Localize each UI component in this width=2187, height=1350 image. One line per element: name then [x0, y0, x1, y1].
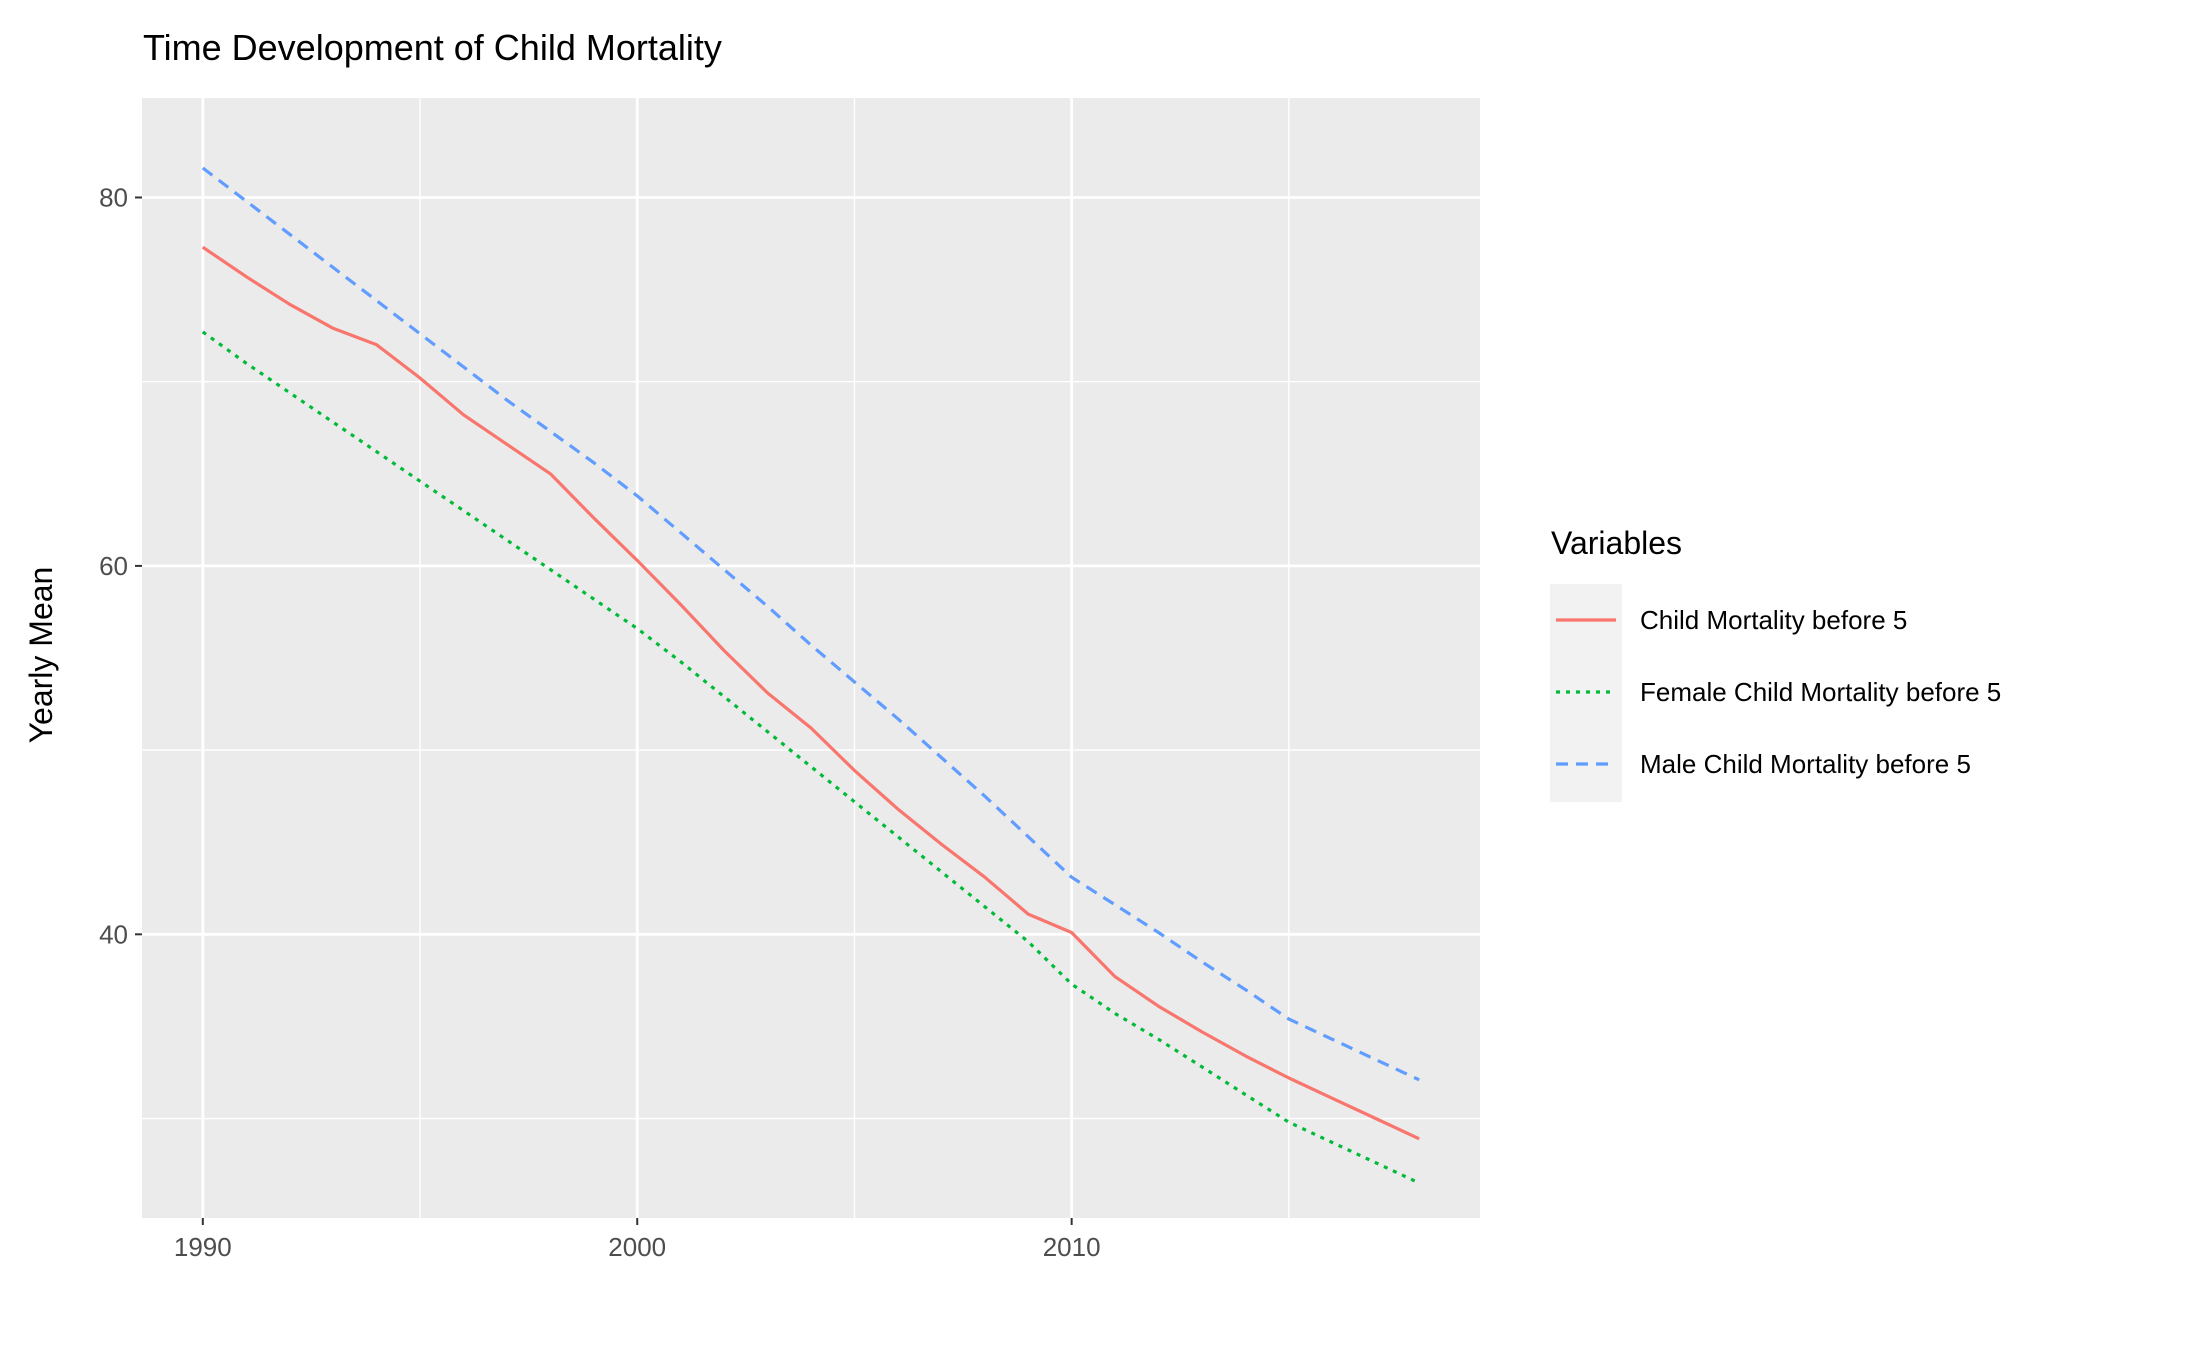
legend-label: Male Child Mortality before 5	[1640, 749, 1971, 779]
major-gridlines	[142, 98, 1480, 1218]
y-tick-labels: 40 60 80	[99, 182, 128, 949]
x-tick-label: 2010	[1043, 1232, 1101, 1262]
minor-gridlines	[142, 98, 1480, 1218]
x-tick-label: 2000	[608, 1232, 666, 1262]
y-tick-label: 40	[99, 919, 128, 949]
x-tick-labels: 1990 2000 2010	[174, 1232, 1101, 1262]
legend-label: Female Child Mortality before 5	[1640, 677, 2001, 707]
y-axis-title: Yearly Mean	[23, 567, 59, 744]
legend-title: Variables	[1551, 525, 1682, 561]
legend: Variables Child Mortality before 5 Female…	[1550, 525, 2001, 802]
series-layer	[201, 166, 1420, 1185]
series-line-child-mortality	[201, 245, 1420, 1141]
plot-panel	[142, 98, 1480, 1218]
axis-ticks	[135, 196, 1073, 1225]
x-tick-label: 1990	[174, 1232, 232, 1262]
y-tick-label: 80	[99, 182, 128, 212]
chart-title: Time Development of Child Mortality	[143, 27, 722, 68]
y-tick-label: 60	[99, 551, 128, 581]
legend-label: Child Mortality before 5	[1640, 605, 1907, 635]
